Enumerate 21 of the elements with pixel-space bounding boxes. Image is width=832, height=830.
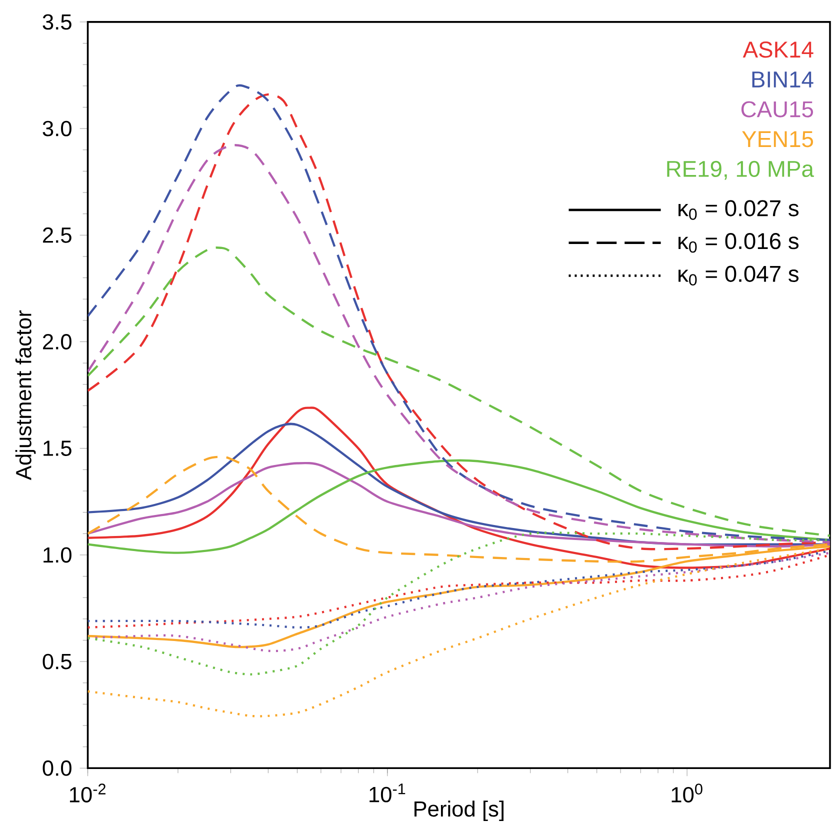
- y-tick-label: 0.5: [42, 654, 72, 670]
- x-tick-label: 10$^{0}$: [672, 784, 702, 802]
- y-tick-label: 1.0: [44, 547, 72, 563]
- text: YEN15: [742, 131, 814, 148]
- annotation: κ$_{0}$ = 0.047 s: [678, 266, 799, 286]
- x-tick-label: 10$^{-2}$: [70, 784, 106, 802]
- y-tick-label: 2.5: [43, 227, 72, 243]
- y-tick-label: 0.0: [42, 760, 72, 776]
- y-tick-label: 3.5: [42, 14, 72, 30]
- annotation: κ$_{0}$ = 0.016 s: [678, 232, 799, 253]
- x-tick-label: 10$^{-1}$: [370, 784, 406, 802]
- annotation: κ$_{0}$ = 0.027 s: [678, 200, 799, 220]
- text: RE19, 10 MPa: [667, 160, 814, 180]
- y-tick-label: 1.5: [44, 440, 72, 456]
- text: ASK14: [742, 42, 814, 58]
- text: CAU15: [741, 101, 814, 118]
- y-tick-label: 3.0: [42, 120, 72, 136]
- y-axis-title: Adjustment factor: [15, 310, 36, 480]
- x-axis-title: Period [s]: [414, 800, 504, 821]
- text: BIN14: [752, 72, 814, 88]
- y-tick-label: 2.0: [43, 334, 72, 350]
